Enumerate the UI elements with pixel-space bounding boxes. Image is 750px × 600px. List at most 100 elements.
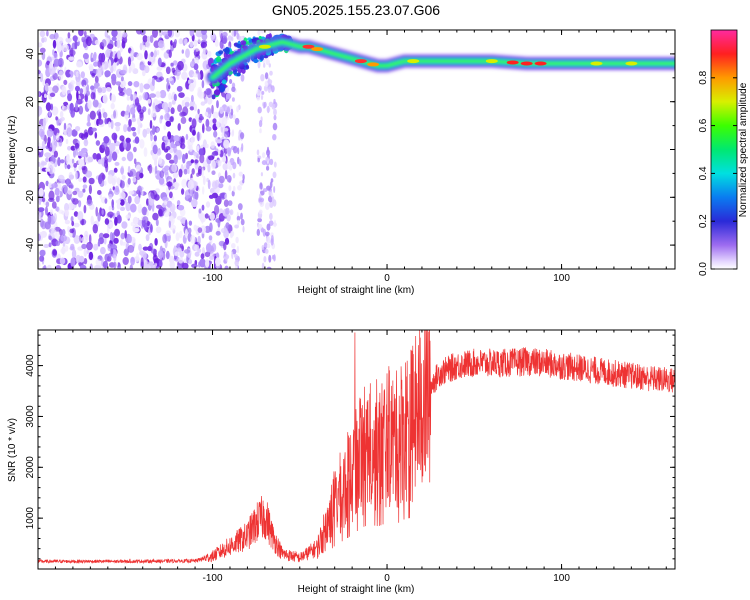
noise-blob <box>119 191 126 199</box>
noise-blob <box>181 262 189 269</box>
noise-blob <box>38 128 45 138</box>
noise-blob <box>38 233 42 242</box>
noise-blob <box>193 39 198 47</box>
noise-blob <box>116 214 122 224</box>
noise-blob <box>63 101 69 106</box>
noise-blob <box>75 79 82 87</box>
noise-blob <box>167 131 172 140</box>
noise-blob <box>208 235 213 241</box>
y-tick-label: 4000 <box>25 354 36 377</box>
noise-blob <box>95 206 98 217</box>
noise-blob <box>236 245 240 254</box>
noise-blob <box>223 130 230 138</box>
noise-blob <box>67 32 71 39</box>
spectrogram-image <box>38 30 675 269</box>
noise-blob <box>81 243 87 250</box>
noise-blob <box>184 101 190 108</box>
noise-blob <box>234 224 240 229</box>
noise-blob <box>83 204 87 214</box>
noise-blob <box>193 49 197 56</box>
noise-blob <box>97 212 101 222</box>
noise-blob <box>223 139 230 149</box>
noise-blob <box>100 246 106 255</box>
noise-blob <box>60 234 67 242</box>
noise-blob <box>87 99 92 110</box>
noise-blob <box>272 122 278 131</box>
noise-blob <box>219 106 224 115</box>
noise-blob <box>87 113 91 124</box>
noise-blob <box>272 199 277 207</box>
noise-blob <box>242 174 245 181</box>
noise-blob <box>269 201 274 208</box>
turbulence-blob <box>240 40 247 46</box>
noise-blob <box>264 72 269 80</box>
noise-blob <box>193 63 199 71</box>
noise-blob <box>84 95 88 101</box>
noise-blob <box>233 114 236 120</box>
figure-title: GN05.2025.155.23.07.G06 <box>272 2 440 18</box>
noise-blob <box>236 105 240 113</box>
noise-blob <box>166 82 171 92</box>
noise-blob <box>46 30 49 37</box>
noise-blob <box>267 86 271 93</box>
noise-blob <box>185 152 188 160</box>
noise-blob <box>73 148 76 158</box>
noise-blob <box>207 163 211 173</box>
noise-blob <box>199 113 203 119</box>
noise-blob <box>163 210 170 218</box>
y-tick-label: 20 <box>25 96 36 108</box>
noise-blob <box>111 132 118 141</box>
noise-blob <box>119 79 126 89</box>
noise-blob <box>88 184 92 195</box>
noise-blob <box>45 180 49 187</box>
noise-blob <box>60 159 65 164</box>
noise-blob <box>41 51 46 61</box>
noise-blob <box>138 243 142 251</box>
noise-blob <box>205 243 212 253</box>
noise-blob <box>129 168 137 177</box>
turbulence-blob <box>248 39 252 44</box>
snr-panel: -100 0 100 1000 2000 3000 4000 Height of strai… <box>7 329 676 595</box>
noise-blob <box>139 139 145 149</box>
noise-blob <box>168 49 172 58</box>
noise-blob <box>159 170 165 178</box>
noise-blob <box>79 88 84 94</box>
noise-blob <box>221 122 224 128</box>
noise-blob <box>183 168 188 175</box>
noise-blob <box>261 160 267 166</box>
noise-blob <box>155 219 159 227</box>
noise-blob <box>176 247 182 253</box>
colorbar-tick-label: 0.8 <box>698 70 709 84</box>
spectrogram-ylabel: Frequency (Hz) <box>7 116 18 185</box>
noise-blob <box>229 209 234 216</box>
noise-blob <box>48 164 54 175</box>
noise-blob <box>127 244 135 253</box>
noise-blob <box>103 236 107 245</box>
noise-blob <box>168 77 174 82</box>
noise-blob <box>76 98 83 105</box>
x-tick-label: 100 <box>553 573 570 584</box>
noise-blob <box>194 159 199 164</box>
noise-blob <box>97 240 101 247</box>
noise-blob <box>110 93 116 103</box>
colorbar-ticks: 0.0 0.2 0.4 0.6 0.8 <box>698 70 737 276</box>
noise-blob <box>158 259 163 268</box>
noise-blob <box>67 93 73 102</box>
noise-blob <box>70 145 76 151</box>
noise-blob <box>39 255 45 262</box>
noise-blob <box>130 107 136 115</box>
noise-blob <box>67 225 70 233</box>
noise-blob <box>82 184 88 189</box>
turbulence-blob <box>224 46 230 55</box>
noise-blob <box>210 32 216 40</box>
noise-blob <box>221 155 227 163</box>
noise-blob <box>49 33 56 40</box>
noise-blob <box>156 49 160 56</box>
noise-blob <box>45 206 48 216</box>
noise-blob <box>115 81 122 86</box>
noise-blob <box>197 248 202 253</box>
noise-blob <box>44 152 51 158</box>
noise-blob <box>258 209 263 215</box>
noise-blob <box>168 101 172 109</box>
noise-blob <box>103 233 110 239</box>
